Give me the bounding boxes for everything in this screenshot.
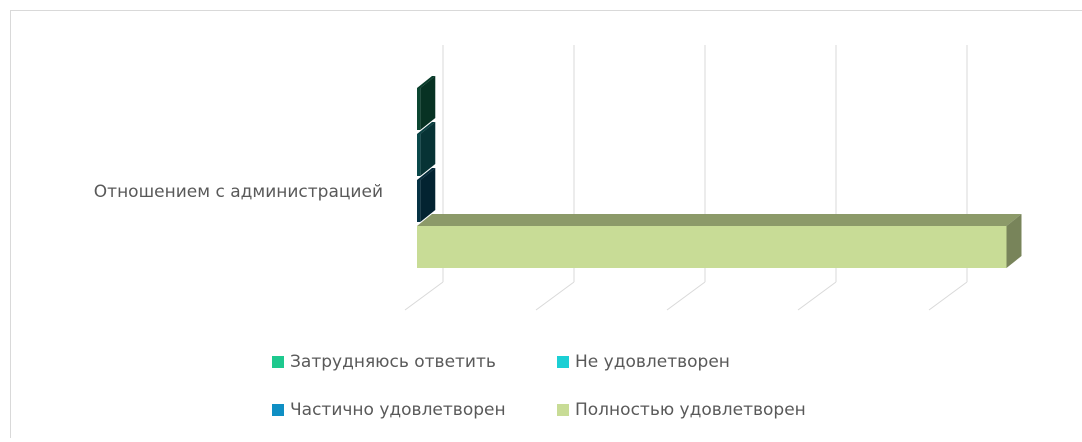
- legend-label: Полностью удовлетворен: [575, 400, 806, 420]
- legend-label: Частично удовлетворен: [290, 400, 506, 420]
- legend-swatch: [272, 404, 284, 416]
- floor-line: [536, 282, 574, 310]
- floor-line: [405, 282, 443, 310]
- category-label: Отношением с администрацией: [94, 182, 383, 202]
- floor-line: [798, 282, 836, 310]
- legend-swatch: [557, 356, 569, 368]
- floor-line: [667, 282, 705, 310]
- bar: [417, 168, 435, 222]
- bar: [417, 214, 1022, 268]
- bar: [417, 76, 435, 130]
- legend-label: Затрудняюсь ответить: [290, 352, 496, 372]
- floor-line: [929, 282, 967, 310]
- bar: [417, 122, 435, 176]
- legend-swatch: [557, 404, 569, 416]
- legend-swatch: [272, 356, 284, 368]
- legend-label: Не удовлетворен: [575, 352, 730, 372]
